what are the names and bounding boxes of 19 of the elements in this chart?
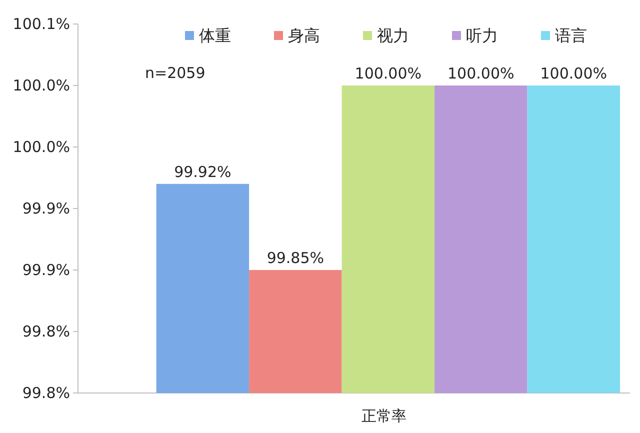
y-tick-label: 100.0% bbox=[12, 76, 70, 94]
legend-label: 语言 bbox=[555, 26, 587, 45]
data-label: 99.92% bbox=[174, 162, 232, 181]
data-label: 100.00% bbox=[540, 64, 608, 82]
y-tick-label: 100.1% bbox=[12, 15, 70, 33]
legend-label: 视力 bbox=[377, 26, 409, 45]
y-tick-label: 99.9% bbox=[22, 200, 70, 218]
data-label: 100.00% bbox=[448, 64, 514, 82]
data-label: 100.00% bbox=[354, 64, 422, 82]
y-tick-label: 99.9% bbox=[22, 261, 70, 279]
y-tick-label: 99.8% bbox=[22, 322, 70, 340]
legend-label: 体重 bbox=[199, 26, 231, 45]
x-tick-label: 正常率 bbox=[362, 407, 406, 425]
legend-label: 身高 bbox=[288, 26, 320, 45]
legend-label: 听力 bbox=[466, 26, 498, 45]
annotation: n=2059 bbox=[145, 64, 206, 82]
y-tick-label: 100.0% bbox=[12, 138, 70, 156]
y-tick-label: 99.8% bbox=[22, 384, 70, 402]
data-label: 99.85% bbox=[266, 249, 324, 267]
